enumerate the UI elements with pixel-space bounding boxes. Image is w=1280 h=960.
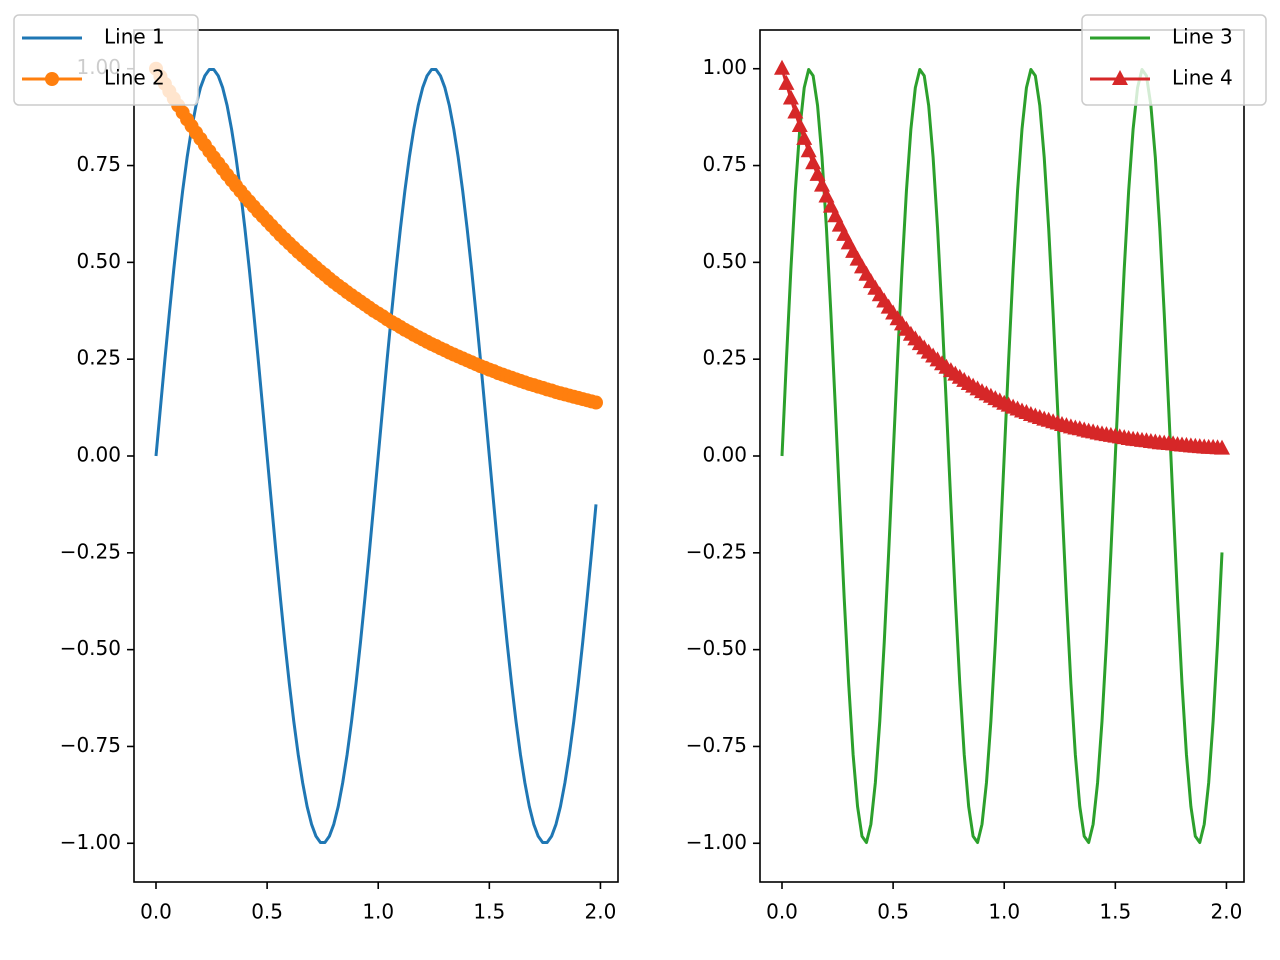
marker [589, 395, 603, 410]
y-tick-label: 0.25 [76, 346, 121, 370]
x-tick-label: 0.0 [766, 900, 798, 924]
marker [778, 74, 795, 90]
marker [787, 103, 804, 119]
legend: Line 1 Line 2 [13, 14, 199, 106]
marker [809, 165, 826, 181]
marker [45, 72, 59, 86]
legend: Line 3 Line 4 [1081, 14, 1267, 106]
legend-label: Line 1 [104, 25, 165, 49]
x-tick-label: 0.0 [140, 900, 172, 924]
marker [791, 117, 808, 133]
x-tick-label: 1.5 [1099, 900, 1131, 924]
marker [796, 129, 813, 145]
marker [1112, 70, 1128, 85]
x-tick-label: 1.0 [362, 900, 394, 924]
y-tick-label: −0.25 [686, 539, 747, 563]
y-tick-label: 0.75 [702, 152, 747, 176]
y-tick-label: 1.00 [702, 55, 747, 79]
y-tick-label: −0.50 [686, 636, 747, 660]
legend-label: Line 3 [1172, 25, 1233, 49]
x-tick-label: 2.0 [585, 900, 617, 924]
y-tick-label: 0.25 [702, 346, 747, 370]
y-tick-label: 0.00 [76, 443, 121, 467]
y-tick-label: 0.50 [76, 249, 121, 273]
plot-background [760, 30, 1244, 882]
legend-label: Line 2 [104, 66, 165, 90]
x-tick-label: 1.0 [988, 900, 1020, 924]
x-tick-label: 1.5 [473, 900, 505, 924]
marker [782, 89, 799, 105]
series-line [154, 68, 598, 844]
y-tick-label: −1.00 [686, 830, 747, 854]
marker [1214, 439, 1230, 455]
y-tick-label: −0.75 [686, 733, 747, 757]
y-tick-label: −0.25 [60, 539, 121, 563]
y-tick-label: 0.75 [76, 152, 121, 176]
x-tick-label: 2.0 [1211, 900, 1243, 924]
y-tick-label: −1.00 [60, 830, 121, 854]
x-tick-label: 0.5 [877, 900, 909, 924]
legend-label: Line 4 [1172, 66, 1233, 90]
marker [800, 142, 817, 158]
x-tick-label: 0.5 [251, 900, 283, 924]
marker [774, 59, 790, 75]
y-tick-label: 0.50 [702, 249, 747, 273]
plot-background [134, 30, 618, 882]
y-tick-label: −0.50 [60, 636, 121, 660]
marker [814, 176, 830, 192]
marker [805, 154, 822, 170]
y-tick-label: 0.00 [702, 443, 747, 467]
y-tick-label: −0.75 [60, 733, 121, 757]
